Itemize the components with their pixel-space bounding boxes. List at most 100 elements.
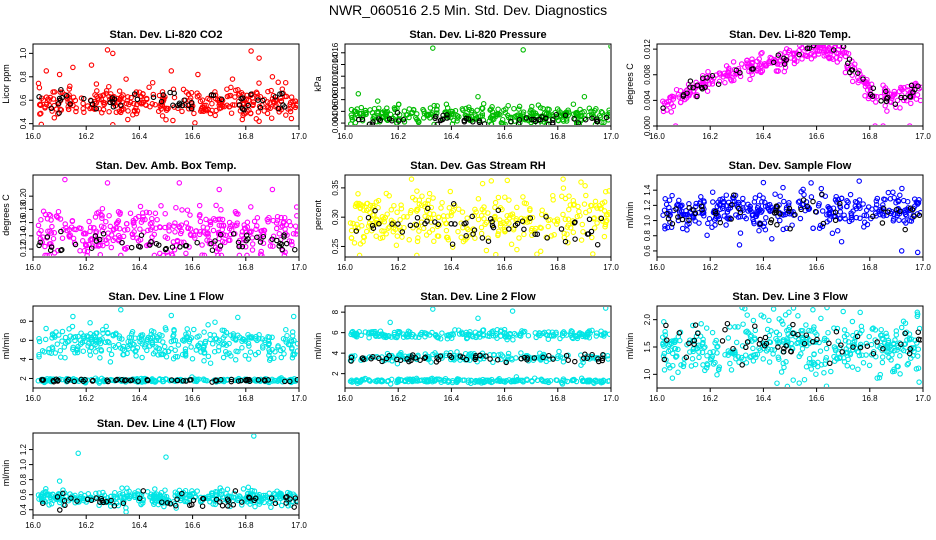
data-point	[801, 376, 808, 383]
data-point	[819, 191, 825, 198]
y-tick-label: 0.6	[19, 489, 28, 501]
data-point	[144, 336, 151, 343]
data-point	[232, 357, 239, 363]
data-point	[701, 345, 707, 351]
data-point	[528, 227, 535, 234]
x-tick-label: 16.8	[238, 132, 254, 141]
data-point	[279, 246, 285, 253]
data-point	[479, 235, 486, 241]
data-point	[901, 85, 907, 91]
data-point	[792, 211, 798, 218]
data-point	[848, 212, 855, 218]
data-point	[278, 354, 285, 361]
data-point	[532, 110, 539, 117]
data-point	[81, 333, 87, 339]
data-point	[785, 326, 792, 333]
data-point	[516, 103, 523, 110]
data-point	[662, 225, 668, 232]
data-point	[363, 207, 370, 214]
data-point	[51, 89, 58, 95]
data-point	[426, 190, 433, 197]
data-point	[106, 339, 112, 346]
y-tick-label: 0.012	[643, 39, 652, 60]
data-point	[209, 341, 216, 347]
data-point	[590, 251, 596, 256]
data-point	[595, 356, 601, 362]
data-point	[430, 195, 436, 201]
data-point	[806, 360, 812, 366]
data-point	[116, 335, 123, 342]
data-point	[893, 328, 900, 334]
data-point	[375, 110, 381, 116]
data-point	[84, 496, 91, 503]
data-point	[780, 226, 786, 233]
data-point	[75, 450, 81, 457]
data-point	[560, 185, 567, 191]
data-point	[58, 86, 64, 93]
data-point	[230, 231, 237, 237]
data-point	[809, 338, 816, 345]
data-point	[239, 502, 245, 508]
data-point	[762, 199, 768, 206]
data-point	[138, 501, 144, 508]
data-point	[159, 332, 165, 339]
data-point	[260, 97, 266, 104]
data-point	[519, 328, 525, 334]
data-point	[161, 503, 167, 510]
data-point	[826, 205, 832, 211]
data-point	[843, 203, 850, 210]
data-point	[86, 218, 92, 225]
data-point	[176, 223, 182, 230]
data-point	[705, 68, 711, 75]
data-point	[282, 378, 288, 385]
y-tick-label: 0.8	[19, 474, 28, 486]
data-point	[505, 114, 512, 121]
data-point	[820, 220, 827, 227]
y-tick-label: 0.6	[19, 94, 28, 106]
data-point	[236, 243, 242, 250]
data-point	[696, 354, 702, 361]
data-point	[133, 353, 139, 359]
data-point	[717, 219, 724, 226]
data-point	[180, 378, 187, 384]
data-point	[828, 368, 834, 375]
data-point	[128, 94, 134, 101]
data-point	[581, 377, 587, 384]
data-point	[288, 115, 295, 122]
x-tick-label: 16.4	[444, 263, 460, 272]
data-point	[664, 101, 671, 108]
data-point	[43, 486, 49, 492]
data-point	[99, 109, 105, 116]
data-point	[256, 501, 263, 507]
data-point	[110, 237, 117, 244]
data-point	[72, 492, 78, 499]
data-point	[826, 340, 832, 347]
data-point	[162, 210, 168, 217]
data-point	[562, 195, 569, 202]
data-point	[457, 353, 464, 359]
data-point	[723, 222, 729, 228]
data-point	[694, 345, 700, 352]
data-point	[48, 105, 55, 112]
data-point	[519, 218, 526, 224]
data-point	[581, 355, 587, 361]
data-point	[856, 203, 862, 209]
data-point	[230, 502, 237, 508]
data-point	[46, 346, 52, 352]
data-point	[600, 377, 607, 384]
data-point	[159, 89, 166, 95]
data-point	[161, 343, 168, 350]
data-point	[422, 220, 428, 227]
data-point	[88, 98, 94, 104]
data-point	[201, 377, 207, 383]
data-point	[395, 328, 401, 335]
data-point	[709, 189, 716, 195]
data-point	[245, 484, 252, 491]
data-point	[916, 379, 922, 385]
data-point	[408, 207, 414, 214]
data-point	[51, 115, 58, 121]
data-point	[140, 99, 147, 106]
data-point	[199, 252, 205, 256]
